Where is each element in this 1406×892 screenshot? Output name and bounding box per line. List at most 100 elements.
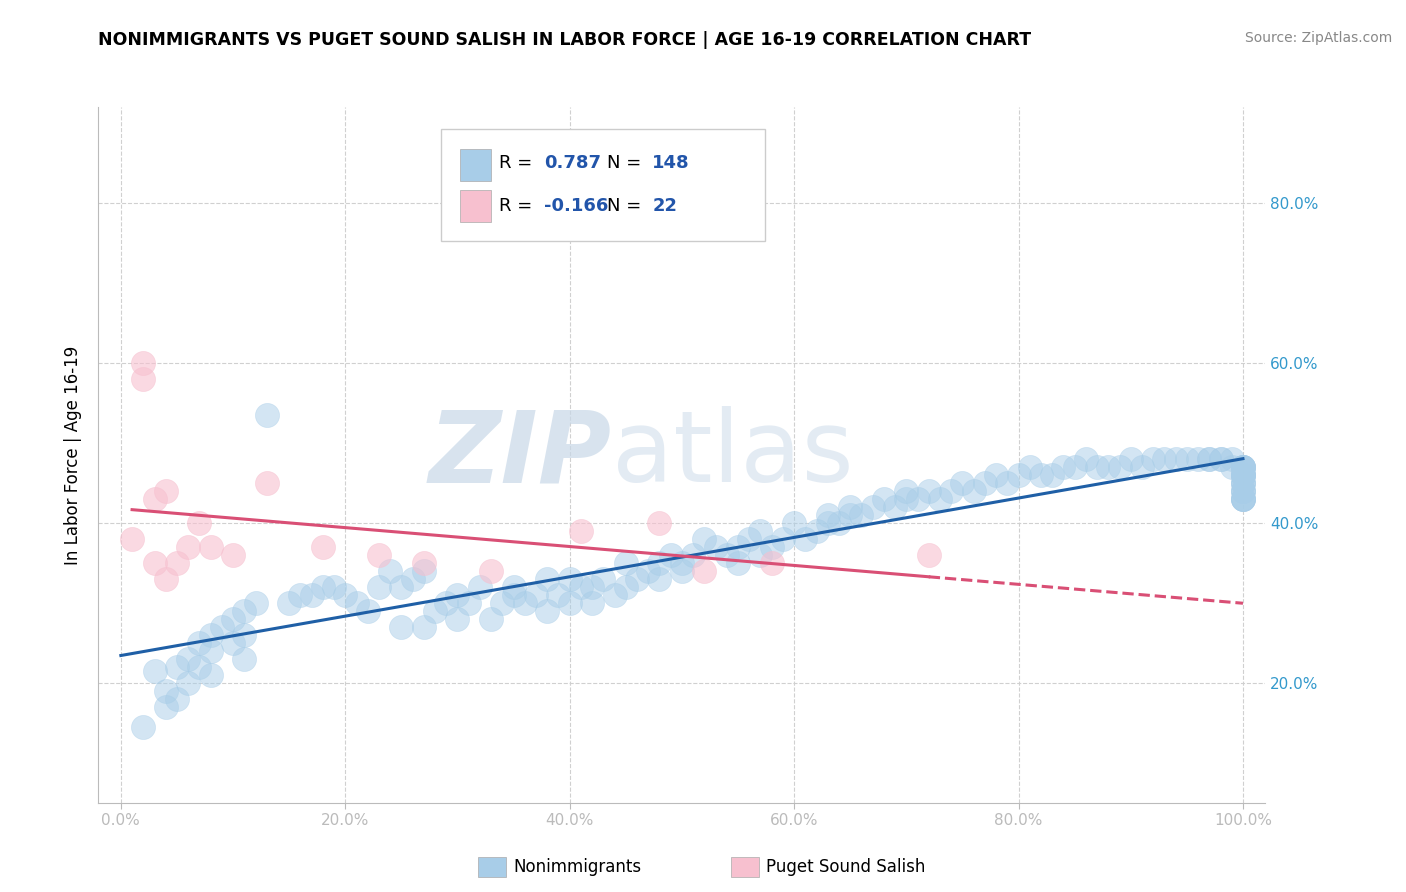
Point: [727, 540, 749, 554]
Point: [1209, 451, 1232, 466]
Point: [222, 636, 245, 650]
Text: 22: 22: [652, 197, 678, 215]
Point: [536, 604, 558, 618]
Point: [806, 524, 828, 538]
Point: [671, 556, 693, 570]
Text: N =: N =: [607, 154, 647, 172]
Point: [851, 508, 873, 522]
Point: [143, 491, 166, 506]
Point: [378, 564, 402, 578]
Point: [558, 596, 581, 610]
Point: [301, 588, 323, 602]
Point: [143, 664, 166, 678]
Point: [873, 491, 896, 506]
Point: [1232, 459, 1254, 474]
Point: [581, 580, 603, 594]
Text: NONIMMIGRANTS VS PUGET SOUND SALISH IN LABOR FORCE | AGE 16-19 CORRELATION CHART: NONIMMIGRANTS VS PUGET SOUND SALISH IN L…: [98, 31, 1032, 49]
Point: [569, 580, 592, 594]
Point: [166, 691, 188, 706]
Point: [479, 564, 502, 578]
Point: [389, 580, 412, 594]
Point: [1164, 451, 1187, 466]
Point: [536, 572, 558, 586]
Text: 0.787: 0.787: [544, 154, 602, 172]
Text: Puget Sound Salish: Puget Sound Salish: [766, 858, 925, 876]
Point: [682, 548, 704, 562]
Point: [423, 604, 446, 618]
Y-axis label: In Labor Force | Age 16-19: In Labor Force | Age 16-19: [65, 345, 83, 565]
Point: [1232, 467, 1254, 482]
Point: [794, 532, 817, 546]
Point: [446, 612, 468, 626]
Point: [1232, 467, 1254, 482]
Point: [278, 596, 301, 610]
Point: [1108, 459, 1130, 474]
Point: [513, 596, 536, 610]
Point: [524, 588, 547, 602]
Point: [256, 475, 278, 490]
Point: [1232, 467, 1254, 482]
Point: [290, 588, 312, 602]
Point: [143, 556, 166, 570]
Point: [716, 548, 738, 562]
Point: [200, 628, 222, 642]
Point: [188, 636, 211, 650]
Text: N =: N =: [607, 197, 647, 215]
Point: [727, 556, 749, 570]
Point: [952, 475, 974, 490]
Point: [626, 572, 648, 586]
Point: [132, 356, 155, 370]
Point: [603, 588, 626, 602]
Point: [1097, 459, 1119, 474]
Point: [155, 483, 177, 498]
Point: [749, 524, 772, 538]
Point: [177, 540, 200, 554]
Point: [1142, 451, 1164, 466]
Point: [177, 652, 200, 666]
Point: [368, 580, 391, 594]
Point: [1232, 491, 1254, 506]
Point: [412, 564, 434, 578]
Point: [581, 596, 603, 610]
Point: [1232, 483, 1254, 498]
Text: R =: R =: [499, 154, 538, 172]
Point: [211, 620, 233, 634]
Point: [1052, 459, 1074, 474]
Point: [839, 500, 862, 514]
Point: [1232, 459, 1254, 474]
Point: [1187, 451, 1209, 466]
Point: [177, 676, 200, 690]
Point: [200, 540, 222, 554]
Point: [1232, 491, 1254, 506]
Point: [659, 548, 682, 562]
Point: [222, 548, 245, 562]
Point: [896, 483, 918, 498]
Text: ZIP: ZIP: [429, 407, 612, 503]
Point: [648, 556, 671, 570]
Point: [200, 644, 222, 658]
Point: [862, 500, 884, 514]
Point: [233, 604, 256, 618]
Point: [121, 532, 143, 546]
Point: [155, 699, 177, 714]
Point: [896, 491, 918, 506]
Point: [1198, 451, 1220, 466]
Text: atlas: atlas: [612, 407, 853, 503]
Point: [1232, 467, 1254, 482]
Point: [1232, 475, 1254, 490]
Point: [335, 588, 357, 602]
Point: [693, 532, 716, 546]
Point: [1063, 459, 1085, 474]
Point: [1232, 459, 1254, 474]
Point: [1018, 459, 1040, 474]
Point: [761, 556, 783, 570]
Point: [1232, 475, 1254, 490]
Point: [188, 660, 211, 674]
Point: [614, 556, 637, 570]
Point: [693, 564, 716, 578]
Point: [412, 620, 434, 634]
Point: [918, 483, 941, 498]
Point: [357, 604, 380, 618]
Point: [761, 540, 783, 554]
Point: [401, 572, 423, 586]
